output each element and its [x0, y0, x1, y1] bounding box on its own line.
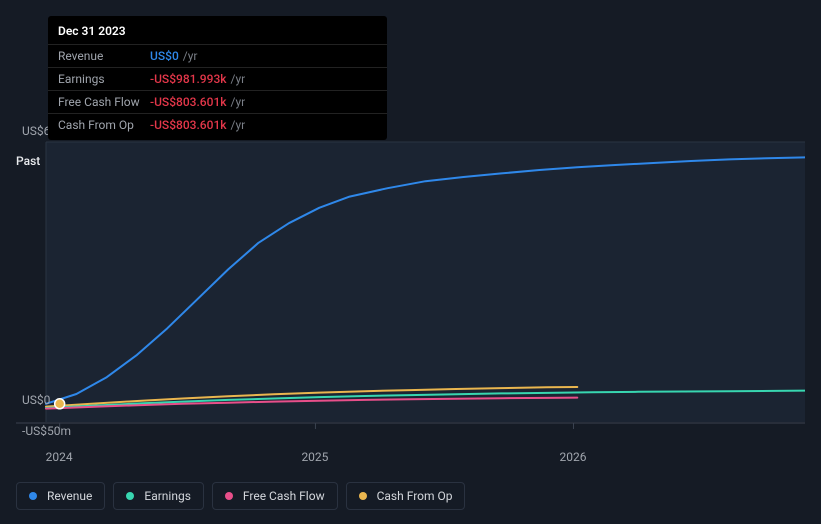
tooltip-row-suffix: /yr	[231, 72, 246, 86]
legend-item-cash-from-op[interactable]: Cash From Op	[346, 482, 466, 510]
tooltip-row-value: -US$803.601k	[150, 118, 227, 132]
legend-item-label: Revenue	[47, 489, 92, 503]
legend: Revenue Earnings Free Cash Flow Cash From O…	[16, 482, 465, 510]
legend-item-label: Earnings	[144, 489, 191, 503]
tooltip-row: Earnings-US$981.993k/yr	[48, 67, 387, 90]
tooltip-row: Cash From Op-US$803.601k/yr	[48, 113, 387, 140]
y-tick-zero: US$0	[22, 393, 50, 407]
legend-item-free-cash-flow[interactable]: Free Cash Flow	[212, 482, 338, 510]
tooltip-row-value: -US$803.601k	[150, 95, 227, 109]
y-tick-bottom: -US$50m	[22, 424, 71, 438]
legend-dot-icon	[225, 492, 233, 500]
legend-dot-icon	[359, 492, 367, 500]
legend-dot-icon	[126, 492, 134, 500]
tooltip-row-suffix: /yr	[231, 118, 246, 132]
tooltip-row-label: Cash From Op	[58, 118, 150, 132]
forecast-chart: US$600m Past Analysts Forecasts US$0 -US…	[16, 124, 805, 444]
tooltip-row-value: -US$981.993k	[150, 72, 227, 86]
tooltip-row-suffix: /yr	[183, 49, 198, 63]
legend-item-revenue[interactable]: Revenue	[16, 482, 105, 510]
chart-svg	[16, 124, 805, 444]
tooltip-row: RevenueUS$0/yr	[48, 44, 387, 67]
tooltip-row: Free Cash Flow-US$803.601k/yr	[48, 90, 387, 113]
x-axis: 2024 2025 2026	[16, 450, 805, 470]
legend-item-label: Cash From Op	[377, 489, 453, 503]
x-tick-label: 2025	[301, 450, 328, 464]
legend-dot-icon	[29, 492, 37, 500]
tooltip-row-value: US$0	[150, 49, 179, 63]
x-tick-label: 2024	[46, 450, 73, 464]
legend-item-label: Free Cash Flow	[243, 489, 325, 503]
legend-item-earnings[interactable]: Earnings	[113, 482, 204, 510]
tooltip-row-label: Earnings	[58, 72, 150, 86]
tooltip-date: Dec 31 2023	[48, 16, 387, 44]
hover-tooltip: Dec 31 2023 RevenueUS$0/yrEarnings-US$98…	[48, 16, 387, 140]
tooltip-row-label: Free Cash Flow	[58, 95, 150, 109]
tooltip-row-suffix: /yr	[231, 95, 246, 109]
tooltip-row-label: Revenue	[58, 49, 150, 63]
x-tick-label: 2026	[560, 450, 587, 464]
